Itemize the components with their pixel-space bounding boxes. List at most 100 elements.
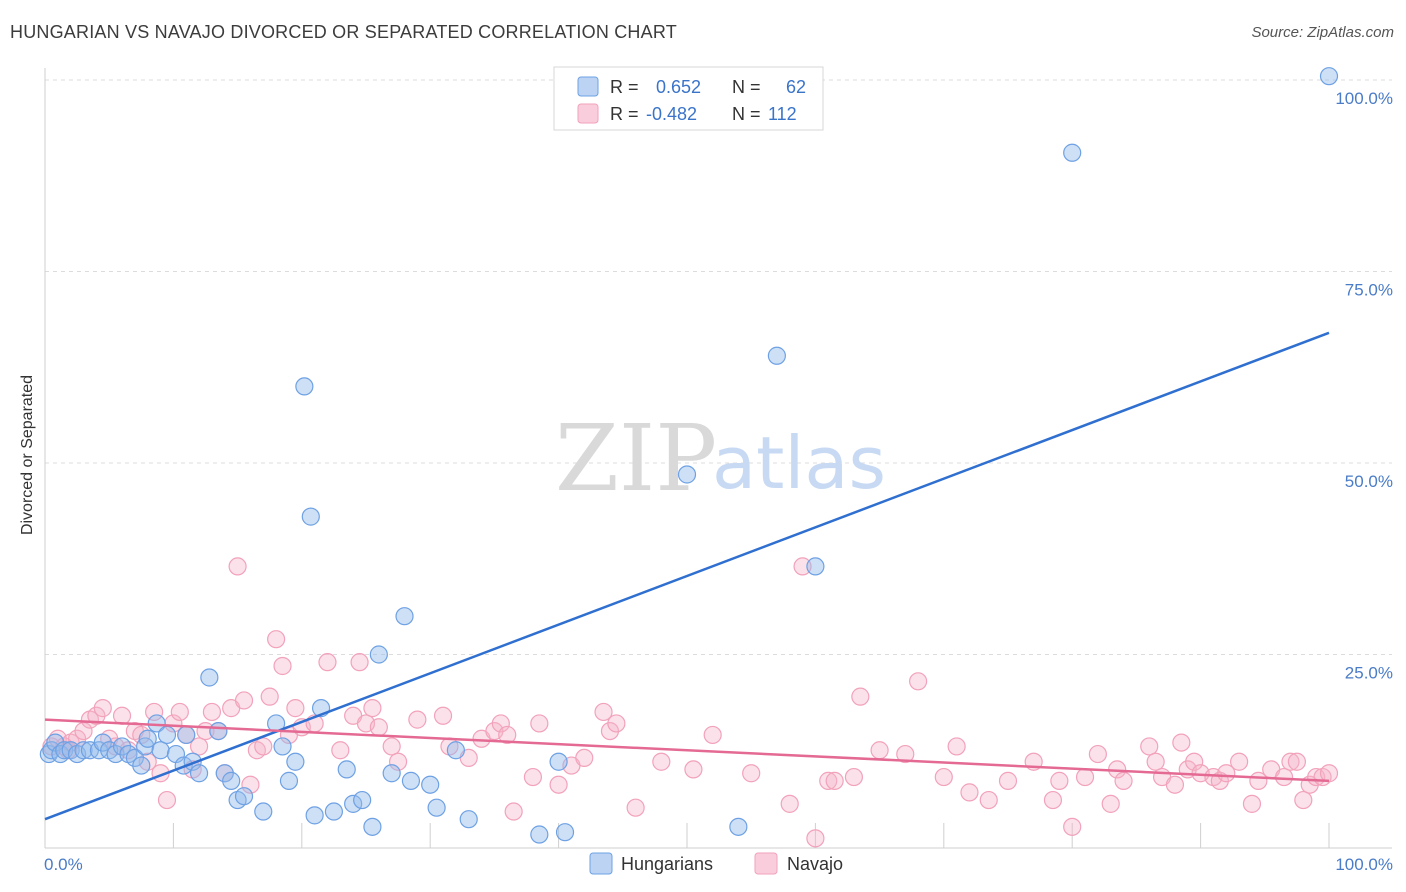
navajo-point — [1274, 767, 1294, 787]
navajo-point — [1050, 771, 1069, 790]
navajo-point — [202, 702, 222, 722]
legend-navajo-label[interactable]: Navajo — [787, 854, 843, 874]
navajo-point — [112, 706, 132, 725]
hungarian-swatch — [577, 76, 599, 97]
navajo-point — [806, 829, 825, 848]
navajo-point — [530, 714, 549, 733]
stat-r-value-hungarian: 0.652 — [656, 77, 701, 97]
navajo-point — [408, 710, 427, 729]
navajo-point — [594, 702, 613, 722]
hungarian-point — [279, 771, 299, 790]
legend-navajo-swatch[interactable] — [754, 852, 778, 875]
hungarian-point — [234, 787, 254, 806]
navajo-point — [1140, 737, 1159, 756]
navajo-point — [742, 764, 761, 783]
hungarian-point — [324, 802, 343, 821]
hungarian-trend-line — [44, 331, 1330, 821]
hungarian-point — [132, 756, 151, 775]
watermark-atlas: atlas — [712, 421, 886, 505]
legend-hungarians-swatch[interactable] — [589, 852, 613, 875]
axes: 25.0% 50.0% 75.0% 100.0% 0.0% 100.0% — [44, 68, 1393, 874]
navajo-point — [228, 557, 247, 576]
hungarian-point — [530, 825, 549, 844]
navajo-point — [1075, 767, 1095, 787]
navajo-point — [1217, 764, 1236, 783]
hungarian-point — [209, 721, 228, 741]
navajo-point — [170, 702, 189, 722]
navajo-point — [1294, 790, 1313, 810]
grid — [45, 79, 1392, 655]
hungarian-point — [459, 810, 478, 829]
navajo-point — [979, 790, 998, 810]
navajo-point — [1242, 794, 1262, 813]
navajo-point — [93, 699, 112, 718]
hungarian-point — [344, 794, 363, 813]
navajo-point — [793, 557, 812, 576]
navajo-point — [1287, 752, 1307, 771]
y-tick-label: 100.0% — [1335, 89, 1393, 108]
hungarian-point — [1319, 67, 1339, 86]
navajo-point — [947, 737, 966, 756]
hungarian-point — [353, 790, 372, 810]
navajo-point — [363, 699, 382, 718]
legend-hungarians-label[interactable]: Hungarians — [621, 854, 713, 874]
navajo-point — [504, 802, 523, 821]
navajo-point — [254, 737, 273, 756]
stat-n-value-hungarian: 62 — [786, 77, 806, 97]
stat-r-label: R = — [610, 104, 639, 124]
navajo-point — [318, 653, 337, 672]
hungarian-point — [157, 725, 177, 745]
navajo-point — [607, 714, 626, 733]
navajo-point — [934, 767, 953, 787]
navajo-point — [145, 702, 164, 722]
hungarian-points — [39, 67, 1339, 844]
x-tick-label-max: 100.0% — [1335, 855, 1393, 874]
y-tick-label: 25.0% — [1345, 664, 1393, 683]
navajo-point — [780, 794, 799, 813]
navajo-point — [960, 783, 979, 802]
navajo-point — [819, 771, 838, 790]
hungarian-point — [767, 346, 786, 365]
navajo-point — [652, 752, 671, 771]
hungarian-point — [363, 817, 382, 836]
navajo-point — [331, 741, 350, 760]
navajo-point — [1114, 771, 1133, 790]
hungarian-point — [427, 798, 446, 817]
hungarian-point — [729, 817, 748, 836]
navajo-point — [1165, 775, 1185, 794]
navajo-point — [433, 706, 453, 725]
navajo-point — [575, 748, 594, 768]
watermark: ZIP atlas — [555, 405, 886, 512]
hungarian-point — [222, 771, 241, 790]
hungarian-point — [189, 764, 209, 783]
hungarian-point — [382, 764, 401, 783]
navajo-point — [369, 718, 388, 737]
navajo-point — [491, 714, 510, 733]
hungarian-point — [138, 729, 157, 748]
navajo-point — [1281, 752, 1300, 771]
navajo-point — [998, 771, 1018, 790]
x-tick-label-min: 0.0% — [44, 855, 83, 874]
hungarian-point — [369, 645, 388, 664]
navajo-point — [189, 737, 209, 756]
hungarian-point — [301, 507, 320, 526]
hungarian-point — [273, 737, 292, 756]
stat-r-label: R = — [610, 77, 639, 97]
navajo-point — [498, 725, 517, 745]
navajo-point — [825, 771, 844, 790]
hungarian-point — [555, 823, 575, 842]
navajo-point — [241, 775, 260, 794]
navajo-point — [549, 775, 568, 794]
hungarian-point — [200, 668, 219, 687]
navajo-point — [273, 656, 292, 676]
hungarian-point — [677, 465, 697, 484]
navajo-point — [909, 672, 928, 691]
navajo-point — [389, 752, 408, 771]
navajo-point — [523, 767, 543, 787]
navajo-point — [1101, 794, 1120, 813]
trend-lines — [44, 331, 1330, 821]
stat-n-value-navajo: 112 — [768, 104, 797, 124]
watermark-zip: ZIP — [555, 405, 717, 512]
source-label: Source: ZipAtlas.com — [1251, 24, 1394, 41]
